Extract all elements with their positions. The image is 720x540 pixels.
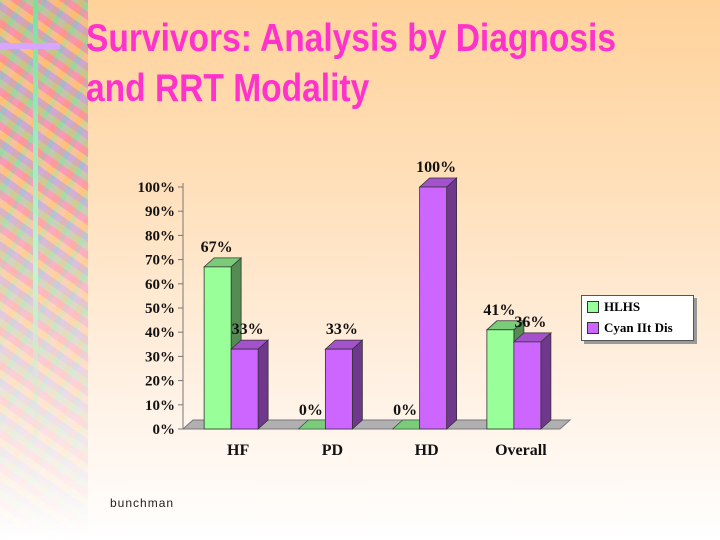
y-tick-label: 100%	[138, 180, 176, 196]
y-tick-label: 70%	[145, 253, 175, 269]
data-label: 41%	[483, 302, 515, 319]
bar-side	[257, 339, 269, 430]
x-tick-label: HD	[415, 442, 439, 459]
y-tick-label: 80%	[145, 228, 175, 244]
data-label: 100%	[416, 159, 456, 176]
data-label: 36%	[514, 314, 546, 331]
legend-item-hlhs: HLHS	[587, 299, 640, 315]
y-tick-label: 10%	[145, 398, 175, 414]
legend-swatch-hlhs	[587, 301, 599, 313]
legend-label-hlhs: HLHS	[604, 299, 641, 314]
slide-title: Survivors: Analysis by Diagnosis and RRT…	[86, 14, 619, 114]
y-tick-label: 60%	[145, 277, 175, 293]
chart-legend: HLHS Cyan IIt Dis	[581, 295, 694, 341]
data-label: 33%	[232, 321, 264, 338]
x-tick-label: PD	[322, 442, 343, 459]
slide-title-line-2: and RRT Modality	[86, 67, 370, 110]
y-tick-label: 0%	[153, 422, 176, 438]
data-label: 0%	[393, 402, 417, 419]
decorative-horizontal-bar	[0, 43, 60, 49]
y-tick-label: 30%	[145, 349, 175, 365]
legend-label-cyan: Cyan IIt Dis	[604, 320, 673, 335]
x-tick-label: HF	[227, 442, 249, 459]
bar-side	[446, 177, 458, 430]
bar-side	[540, 331, 552, 430]
bar-side	[351, 339, 363, 430]
decorative-vertical-line	[33, 0, 38, 455]
y-tick-label: 40%	[145, 325, 175, 341]
footer-author: bunchman	[110, 496, 175, 510]
legend-swatch-cyan	[587, 322, 599, 334]
decorative-side-pattern	[0, 0, 88, 540]
legend-item-cyan: Cyan IIt Dis	[587, 320, 673, 336]
bar-hlhs-overall	[486, 329, 515, 430]
bar-hlhs-hf	[203, 266, 232, 430]
x-tick-label: Overall	[495, 442, 547, 459]
y-tick-label: 90%	[145, 204, 175, 220]
data-label: 0%	[299, 402, 323, 419]
slide-title-line-1: Survivors: Analysis by Diagnosis	[86, 17, 617, 60]
bar-cyan-iit-dis-pd	[324, 348, 353, 430]
bar-cyan-iit-dis-hf	[230, 348, 259, 430]
y-tick-label: 20%	[145, 374, 175, 390]
y-tick-label: 50%	[145, 301, 175, 317]
data-label: 67%	[201, 239, 233, 256]
bar-cyan-iit-dis-overall	[513, 341, 542, 430]
data-label: 33%	[326, 321, 358, 338]
bar-cyan-iit-dis-hd	[419, 186, 448, 430]
